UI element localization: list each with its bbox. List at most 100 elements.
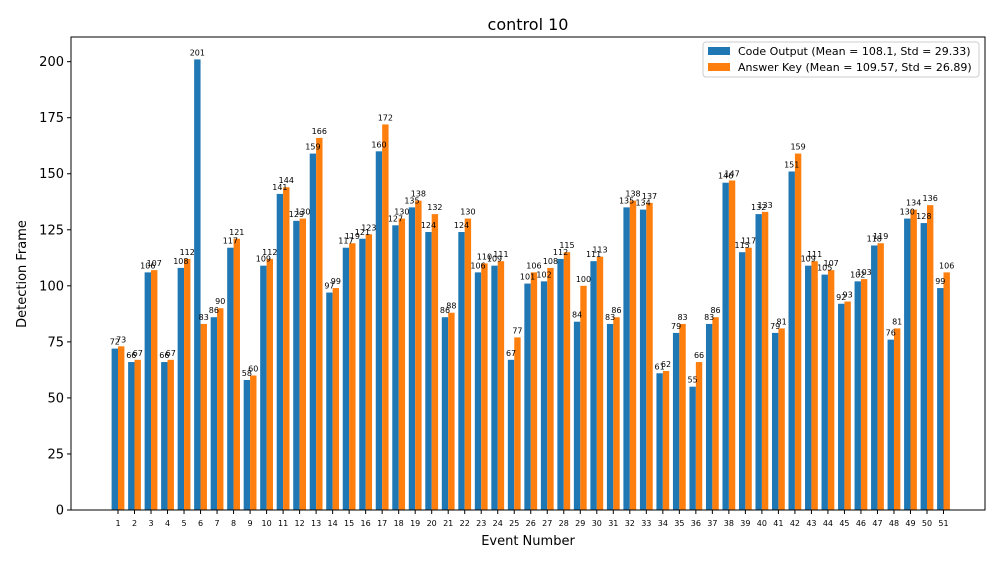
bar-code-output — [871, 245, 878, 510]
bar-code-output — [227, 247, 234, 510]
bar-value-label-answer-key: 60 — [248, 364, 258, 373]
bar-value-label-code-output: 124 — [454, 221, 469, 230]
x-tick-label: 15 — [344, 519, 354, 528]
chart-title: control 10 — [488, 15, 569, 34]
bar-value-label-code-output: 111 — [586, 250, 601, 259]
x-tick-label: 31 — [608, 519, 618, 528]
bar-answer-key — [596, 256, 604, 510]
x-tick-label: 16 — [361, 519, 371, 528]
x-tick-label: 49 — [905, 519, 915, 528]
bar-value-label-answer-key: 106 — [526, 261, 541, 270]
bar-value-label-answer-key: 119 — [345, 232, 360, 241]
y-tick-label: 0 — [56, 504, 64, 519]
x-tick-label: 27 — [542, 519, 552, 528]
bar-value-label-answer-key: 117 — [741, 237, 756, 246]
bar-value-label-answer-key: 121 — [229, 228, 244, 237]
bar-value-label-answer-key: 112 — [262, 248, 277, 257]
bar-code-output — [491, 265, 498, 510]
bar-code-output — [755, 214, 762, 510]
bar-code-output — [161, 362, 168, 510]
x-tick-label: 29 — [575, 519, 585, 528]
bar-value-label-code-output: 117 — [223, 237, 238, 246]
bar-value-label-answer-key: 83 — [677, 313, 687, 322]
bar-value-label-answer-key: 123 — [361, 223, 376, 232]
x-tick-label: 25 — [509, 519, 519, 528]
bar-answer-key — [134, 359, 141, 510]
bar-code-output — [722, 182, 729, 510]
bar-code-output — [194, 59, 201, 511]
x-tick-label: 35 — [674, 519, 684, 528]
bar-value-label-answer-key: 113 — [592, 246, 607, 255]
y-tick-label: 200 — [39, 55, 64, 70]
bar-value-label-code-output: 141 — [272, 183, 287, 192]
bar-code-output — [260, 265, 267, 510]
bar-code-output — [111, 348, 118, 510]
plot-frame — [70, 36, 986, 511]
bar-code-output — [672, 332, 680, 510]
x-tick-label: 14 — [328, 519, 338, 528]
bar-value-label-answer-key: 107 — [147, 259, 162, 268]
bar-answer-key — [893, 328, 901, 510]
bar-answer-key — [167, 359, 174, 510]
x-tick-label: 7 — [215, 519, 220, 528]
bar-answer-key — [695, 362, 703, 510]
legend-swatch-answer-key — [708, 63, 730, 71]
y-axis-label: Detection Frame — [15, 220, 30, 328]
bar-code-output — [788, 171, 795, 510]
x-tick-label: 17 — [377, 519, 387, 528]
bar-value-label-answer-key: 138 — [411, 190, 426, 199]
bar-code-output — [920, 223, 927, 510]
x-tick-label: 39 — [740, 519, 750, 528]
bar-value-label-code-output: 79 — [770, 322, 780, 331]
x-tick-label: 30 — [592, 519, 602, 528]
x-tick-label: 22 — [460, 519, 470, 528]
bar-value-label-code-output: 55 — [688, 376, 698, 385]
x-tick-label: 40 — [757, 519, 767, 528]
bar-value-label-code-output: 102 — [850, 270, 865, 279]
bar-code-output — [557, 258, 564, 510]
bar-value-label-answer-key: 172 — [378, 113, 393, 122]
bar-answer-key — [547, 267, 554, 510]
bar-value-label-code-output: 79 — [671, 322, 681, 331]
bar-value-label-code-output: 128 — [916, 212, 931, 221]
x-tick-label: 28 — [559, 519, 569, 528]
bar-answer-key — [514, 337, 521, 510]
bar-code-output — [342, 247, 350, 510]
bar-value-label-answer-key: 138 — [625, 190, 640, 199]
x-tick-label: 26 — [526, 519, 536, 528]
bar-code-output — [359, 238, 366, 511]
bar-value-label-answer-key: 119 — [873, 232, 888, 241]
bar-value-label-code-output: 72 — [110, 338, 120, 347]
bar-value-label-code-output: 160 — [371, 140, 386, 149]
bar-value-label-code-output: 67 — [506, 349, 516, 358]
bar-value-label-answer-key: 111 — [807, 250, 822, 259]
x-tick-label: 8 — [231, 519, 236, 528]
bar-answer-key — [365, 234, 373, 510]
x-tick-label: 13 — [311, 519, 321, 528]
bar-value-label-code-output: 130 — [900, 208, 915, 217]
bar-answer-key — [712, 317, 719, 510]
bar-answer-key — [613, 317, 620, 510]
bar-answer-key — [943, 272, 950, 510]
bar-code-output — [392, 225, 399, 510]
bar-code-output — [937, 288, 944, 510]
x-tick-label: 4 — [165, 519, 170, 528]
bar-value-label-answer-key: 73 — [116, 335, 126, 344]
x-tick-label: 45 — [839, 519, 849, 528]
legend-label-code-output: Code Output (Mean = 108.1, Std = 29.33) — [738, 45, 971, 58]
y-tick-label: 100 — [39, 279, 64, 294]
x-tick-label: 50 — [922, 519, 932, 528]
bar-value-label-answer-key: 115 — [559, 241, 574, 250]
bar-value-label-answer-key: 103 — [857, 268, 872, 277]
bar-code-output — [639, 209, 647, 510]
bar-answer-key — [728, 180, 736, 511]
bar-value-label-code-output: 151 — [784, 161, 799, 170]
legend-box — [702, 41, 980, 78]
bar-code-output — [805, 265, 812, 510]
bar-code-output — [474, 272, 482, 510]
bar-value-label-answer-key: 137 — [642, 192, 657, 201]
bar-value-label-answer-key: 83 — [199, 313, 209, 322]
bar-answer-key — [398, 218, 406, 511]
bar-answer-key — [827, 270, 835, 510]
